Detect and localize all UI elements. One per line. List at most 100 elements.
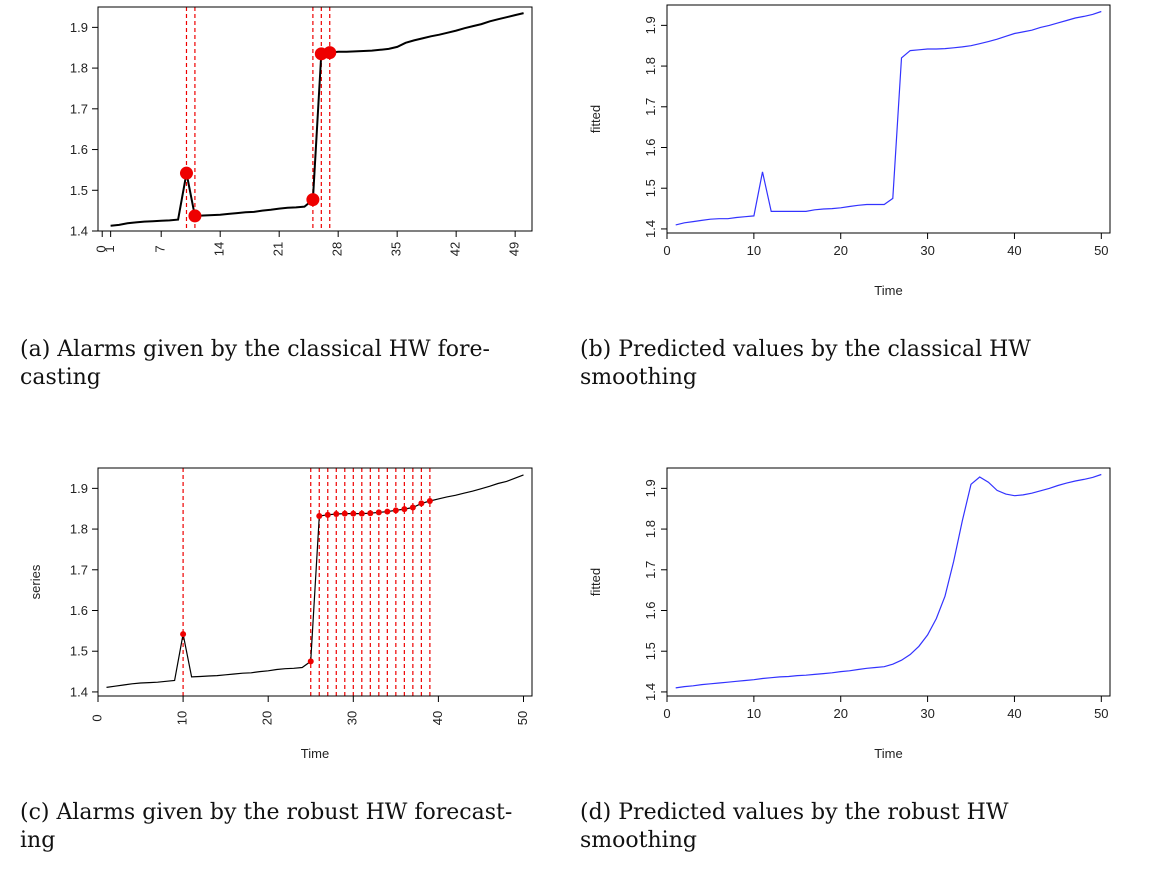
caption-d: (d) Predicted values by the robust HW sm… xyxy=(580,799,1008,855)
x-tick-label: 30 xyxy=(920,243,934,258)
alarm-point xyxy=(418,500,425,507)
alarm-point xyxy=(392,507,399,514)
chart-c: 1.4 1.5 1.6 1.7 1.8 1.9 0 10 20 30 40 50 Time series xyxy=(28,467,533,761)
plot-frame xyxy=(97,467,533,697)
x-tick-label: 7 xyxy=(153,245,168,252)
alarm-point xyxy=(323,46,337,60)
x-tick-label: 50 xyxy=(515,711,530,725)
chart-b: 1.4 1.5 1.6 1.7 1.8 1.9 0 10 20 30 40 50 Time fitted xyxy=(588,4,1111,298)
x-tick-label: 30 xyxy=(345,711,360,725)
x-tick-label: 40 xyxy=(1007,243,1021,258)
alarm-point xyxy=(180,631,187,638)
alarm-point xyxy=(333,511,340,518)
y-tick-label: 1.5 xyxy=(643,179,658,197)
y-tick-label: 1.5 xyxy=(70,183,88,198)
alarm-point xyxy=(324,511,331,518)
x-axis-label: Time xyxy=(874,746,902,761)
y-tick-label: 1.8 xyxy=(643,520,658,538)
x-tick-label: 21 xyxy=(271,242,286,256)
x-tick-label: 20 xyxy=(260,711,275,725)
y-tick-label: 1.5 xyxy=(70,644,88,659)
y-tick-label: 1.6 xyxy=(643,138,658,156)
alarm-point xyxy=(306,193,320,207)
y-tick-label: 1.7 xyxy=(70,101,88,116)
caption-c-line2: ing xyxy=(20,828,56,853)
alarm-point xyxy=(179,166,193,180)
x-tick-label: 50 xyxy=(1094,243,1108,258)
y-tick-label: 1.7 xyxy=(643,98,658,116)
caption-c: (c) Alarms given by the robust HW foreca… xyxy=(20,799,512,855)
x-tick-label: 10 xyxy=(175,711,190,725)
x-tick-label: 0 xyxy=(663,243,670,258)
y-tick-label: 1.7 xyxy=(70,562,88,577)
x-tick-label: 35 xyxy=(389,242,404,256)
y-axis-label: fitted xyxy=(588,105,603,133)
y-tick-label: 1.9 xyxy=(70,481,88,496)
x-tick-label: 20 xyxy=(833,243,847,258)
alarm-point xyxy=(188,209,202,223)
x-tick-label: 14 xyxy=(212,242,227,256)
caption-a-line2: casting xyxy=(20,365,101,390)
x-axis-label: Time xyxy=(874,283,902,298)
x-tick-label: 50 xyxy=(1094,706,1108,721)
y-tick-label: 1.9 xyxy=(643,479,658,497)
x-tick-label: 0 xyxy=(663,706,670,721)
x-tick-label: 10 xyxy=(747,243,761,258)
caption-d-label: (d) xyxy=(580,800,612,825)
chart-panel-a: 1.4 1.5 1.6 1.7 1.8 1.9 0 1 7 14 21 28 35 42 49 xyxy=(20,0,560,300)
x-tick-label: 10 xyxy=(747,706,761,721)
x-tick-label: 20 xyxy=(833,706,847,721)
caption-b-line2: smoothing xyxy=(580,365,697,390)
y-tick-label: 1.4 xyxy=(70,224,88,239)
alarm-point xyxy=(409,504,416,511)
y-tick-label: 1.8 xyxy=(70,522,88,537)
alarm-point xyxy=(367,510,374,517)
caption-b: (b) Predicted values by the classical HW… xyxy=(580,336,1031,392)
y-tick-label: 1.6 xyxy=(643,601,658,619)
x-tick-label: 49 xyxy=(507,242,522,256)
plot-frame xyxy=(666,4,1111,234)
alarm-point xyxy=(401,506,408,513)
y-tick-label: 1.4 xyxy=(70,684,88,699)
y-tick-label: 1.9 xyxy=(643,16,658,34)
caption-d-line2: smoothing xyxy=(580,828,697,853)
caption-a: (a) Alarms given by the classical HW for… xyxy=(20,336,490,392)
alarm-point xyxy=(375,509,382,516)
series-line xyxy=(675,10,1102,226)
caption-b-line1: Predicted values by the classical HW xyxy=(618,337,1031,362)
x-tick-label: 42 xyxy=(448,242,463,256)
alarm-point xyxy=(350,510,357,517)
x-tick-label: 1 xyxy=(102,245,117,252)
alarm-point xyxy=(426,497,433,504)
y-tick-label: 1.4 xyxy=(643,683,658,701)
x-tick-label: 0 xyxy=(89,714,104,721)
x-tick-label: 28 xyxy=(330,242,345,256)
plot-frame xyxy=(666,467,1111,697)
chart-panel-d: 1.4 1.5 1.6 1.7 1.8 1.9 0 10 20 30 40 50 Time fitted xyxy=(580,460,1140,765)
series-line xyxy=(106,474,524,688)
alarm-point xyxy=(316,513,323,520)
y-axis-label: fitted xyxy=(588,568,603,596)
caption-a-label: (a) xyxy=(20,337,51,362)
chart-panel-c: 1.4 1.5 1.6 1.7 1.8 1.9 0 10 20 30 40 50 Time series xyxy=(20,460,560,765)
x-tick-label: 0 xyxy=(94,245,109,252)
series-line xyxy=(110,12,524,227)
alarm-point xyxy=(307,658,314,665)
x-tick-label: 30 xyxy=(920,706,934,721)
x-axis-label: Time xyxy=(301,746,329,761)
caption-c-label: (c) xyxy=(20,800,50,825)
y-tick-label: 1.8 xyxy=(643,57,658,75)
x-tick-label: 40 xyxy=(1007,706,1021,721)
y-tick-label: 1.7 xyxy=(643,561,658,579)
alarm-point xyxy=(341,510,348,517)
y-tick-label: 1.6 xyxy=(70,603,88,618)
plot-frame xyxy=(97,6,533,232)
caption-d-line1: Predicted values by the robust HW xyxy=(618,800,1009,825)
y-tick-label: 1.8 xyxy=(70,61,88,76)
y-tick-label: 1.6 xyxy=(70,142,88,157)
caption-b-label: (b) xyxy=(580,337,612,362)
alarm-point xyxy=(384,508,391,515)
caption-a-line1: Alarms given by the classical HW fore- xyxy=(57,337,490,362)
caption-c-line1: Alarms given by the robust HW forecast- xyxy=(56,800,513,825)
y-tick-label: 1.5 xyxy=(643,642,658,660)
